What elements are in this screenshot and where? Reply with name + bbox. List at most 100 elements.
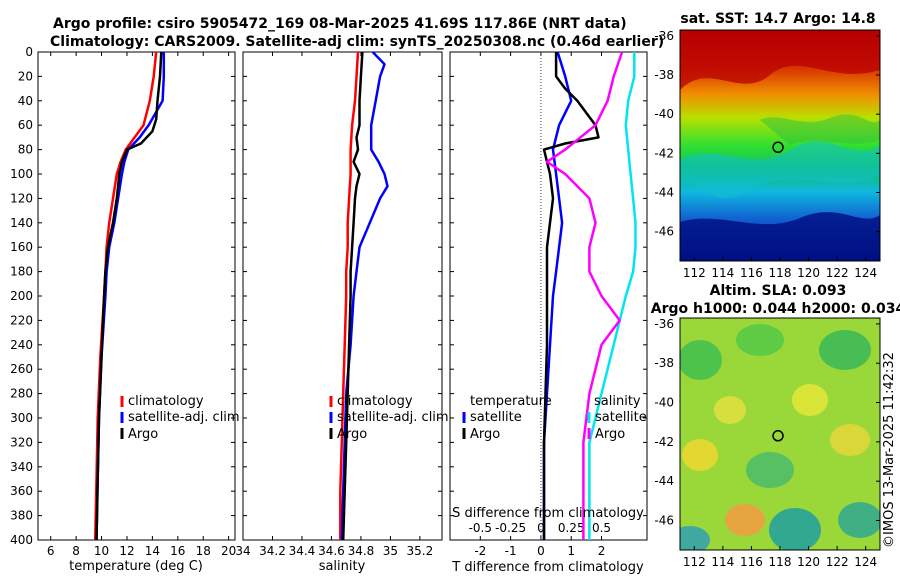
x-tick-label: 18	[196, 544, 211, 558]
legend-label-argo: Argo	[128, 427, 158, 442]
legend-label-t-argo: Argo	[470, 427, 500, 442]
x-tick-label: 34.4	[289, 544, 316, 558]
temperature-xlabel: temperature (deg C)	[69, 559, 203, 574]
series-line-argo	[341, 51, 364, 541]
sla-map-ticks: 112 114 116 118 120 122 124 -36 -38 -40 -42 -44 -46	[654, 317, 880, 569]
map-x-tick-label: 122	[826, 555, 849, 569]
sst-map-ticks: 112 114 116 118 120 122 124 -36 -38 -40 -42 -44 -46	[654, 29, 880, 280]
s-diff-tick-label: 0.25	[558, 521, 585, 535]
depth-tick-label: 140	[10, 216, 33, 230]
map-x-tick-label: 116	[740, 266, 763, 280]
legend-label-satellite: satellite-adj. clim	[337, 410, 449, 425]
map-y-tick-label: -44	[654, 474, 674, 488]
map-x-tick-label: 124	[854, 555, 877, 569]
salinity-xlabel: salinity	[319, 559, 366, 574]
x-tick-label: 14	[145, 544, 160, 558]
depth-tick-label: 260	[10, 362, 33, 376]
map-x-tick-label: 116	[740, 555, 763, 569]
salinity-legend: climatology satellite-adj. clim Argo	[329, 394, 449, 442]
s-diff-tick-label: -0.25	[495, 521, 526, 535]
sst-map-image	[680, 30, 880, 261]
difference-legend: temperature satellite Argo salinity sate…	[462, 394, 647, 442]
legend-title-temperature: temperature	[470, 394, 552, 409]
series-line-satellite-adj-clim	[340, 51, 389, 541]
x-tick-label: -1	[505, 544, 517, 558]
legend-label-climatology: climatology	[128, 394, 204, 409]
x-tick-label: 8	[72, 544, 80, 558]
sst-map-title: sat. SST: 14.7 Argo: 14.8	[680, 11, 875, 27]
map-y-tick-label: -46	[654, 225, 674, 239]
map-y-tick-label: -36	[654, 29, 674, 43]
depth-tick-label: 20	[18, 69, 33, 83]
depth-tick-label: 100	[10, 167, 33, 181]
x-tick-label: 10	[94, 544, 109, 558]
legend-label-s-satellite: satellite	[595, 410, 647, 425]
map-y-tick-label: -46	[654, 514, 674, 528]
map-x-tick-label: 120	[797, 555, 820, 569]
map-y-tick-label: -40	[654, 396, 674, 410]
x-tick-label: 12	[119, 544, 134, 558]
x-tick-label: 2	[598, 544, 606, 558]
title-line-1: Argo profile: csiro 5905472_169 08-Mar-2…	[53, 16, 627, 32]
depth-tick-label: 120	[10, 191, 33, 205]
depth-tick-label: 300	[10, 411, 33, 425]
salinity-axes	[242, 51, 443, 541]
x-tick-label: 34.2	[259, 544, 286, 558]
map-x-tick-label: 118	[769, 555, 792, 569]
x-tick-label: 34.8	[348, 544, 375, 558]
t-difference-xlabel: T difference from climatology	[451, 560, 644, 575]
map-x-tick-label: 114	[711, 266, 734, 280]
depth-tick-label: 0	[25, 45, 33, 59]
map-y-tick-label: -42	[654, 146, 674, 160]
series-line-climatology	[339, 51, 360, 540]
map-x-tick-label: 118	[769, 266, 792, 280]
difference-axes	[449, 51, 648, 541]
depth-tick-label: 380	[10, 509, 33, 523]
map-y-tick-label: -38	[654, 356, 674, 370]
depth-tick-label: 160	[10, 240, 33, 254]
x-tick-label: 34	[235, 544, 250, 558]
series-line-t-argo	[542, 52, 600, 540]
map-y-tick-label: -36	[654, 317, 674, 331]
map-y-tick-label: -40	[654, 107, 674, 121]
series-line-s-argo	[545, 51, 624, 540]
depth-tick-label: 240	[10, 338, 33, 352]
x-tick-label: 20	[221, 544, 236, 558]
legend-label-t-satellite: satellite	[470, 410, 522, 425]
title-line-2: Climatology: CARS2009. Satellite-adj cli…	[50, 34, 664, 50]
depth-tick-label: 60	[18, 118, 33, 132]
profile-lines	[93, 51, 637, 541]
map-x-tick-label: 120	[797, 266, 820, 280]
x-tick-label: 35.2	[407, 544, 434, 558]
map-y-tick-label: -42	[654, 435, 674, 449]
x-tick-label: -2	[474, 544, 486, 558]
depth-tick-label: 200	[10, 289, 33, 303]
map-y-tick-label: -38	[654, 68, 674, 82]
x-tick-label: 0	[537, 544, 545, 558]
s-diff-tick-label: 0.5	[592, 521, 611, 535]
legend-label-satellite: satellite-adj. clim	[128, 410, 240, 425]
x-tick-label: 1	[567, 544, 575, 558]
sla-map-image	[680, 318, 880, 550]
legend-title-salinity: salinity	[594, 394, 641, 409]
map-x-tick-label: 124	[854, 266, 877, 280]
sla-map-title: Altim. SLA: 0.093	[710, 283, 847, 299]
temperature-legend: climatology satellite-adj. clim Argo	[120, 394, 240, 442]
depth-tick-label: 80	[18, 143, 33, 157]
map-x-tick-label: 114	[711, 555, 734, 569]
depth-tick-label: 400	[10, 533, 33, 547]
s-diff-tick-label: -0.5	[469, 521, 492, 535]
map-y-tick-label: -44	[654, 185, 674, 199]
legend-label-s-argo: Argo	[595, 427, 625, 442]
x-tick-label: 34.6	[318, 544, 345, 558]
depth-axis: 0 20 40 60 80 100 120 140 160 180 200 220 240 260 280 3…	[10, 45, 647, 547]
map-x-tick-label: 112	[683, 555, 706, 569]
depth-tick-label: 360	[10, 484, 33, 498]
sst-argo-location-marker	[772, 141, 784, 154]
x-tick-label: 16	[170, 544, 185, 558]
map-x-tick-label: 122	[826, 266, 849, 280]
sla-argo-location-marker	[772, 430, 784, 442]
sla-map-subtitle: Argo h1000: 0.044 h2000: 0.034	[651, 301, 900, 317]
x-tick-label: 6	[47, 544, 55, 558]
